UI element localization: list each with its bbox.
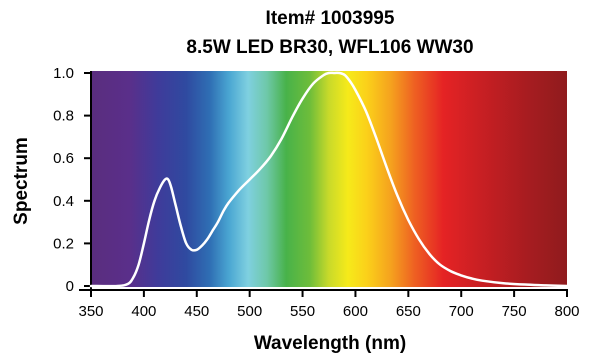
spectrum-data-point [439,263,441,266]
spectrum-data-point [386,168,389,170]
spectrum-data-point [481,279,484,282]
spectrum-data-point [132,276,135,279]
x-tick-label: 350 [78,303,103,320]
y-tick-label: 0.2 [53,235,74,252]
x-tick-label: 550 [290,303,315,320]
x-axis: 350 400 450 500 550 600 650 700 750 800 [78,289,580,320]
y-axis: 0 0.2 0.4 0.6 0.8 1.0 [53,65,92,295]
x-tick-label: 800 [554,303,579,320]
spectrum-data-point [333,72,336,74]
spectrum-data-point [127,283,129,285]
spectrum-data-point [90,285,92,287]
x-tick-label: 600 [343,303,368,320]
y-tick-label: 0.8 [53,108,74,125]
spectrum-data-point [137,263,140,266]
spectrum-background [91,71,567,287]
chart-title: Item# 1003995 [266,8,395,29]
spectrum-data-point [328,72,330,74]
spectrum-data-point [291,116,293,119]
spectrum-data-point [566,285,568,287]
spectrum-data-point [248,178,251,181]
spectrum-data-point [354,89,357,91]
x-tick-label: 450 [184,303,209,320]
spectrum-data-point [322,74,325,76]
x-tick-label: 650 [396,303,421,320]
spectrum-data-point [196,249,198,251]
spectrum-data-point [428,253,431,255]
spectrum-data-point [280,138,283,140]
spectrum-data-point [180,225,182,228]
spectrum-data-point [116,285,119,287]
spectrum-data-point [167,178,169,181]
spectrum-data-point [301,97,304,100]
spectrum-data-point [523,283,526,286]
spectrum-data-point [407,219,410,221]
spectrum-data-point [471,277,473,280]
spectrum-data-point [148,219,150,221]
spectrum-data-point [170,187,173,189]
spectrum-data-point [201,244,203,247]
y-tick-label: 0 [66,278,74,295]
spectrum-data-point [238,189,240,191]
spectrum-data-point [174,204,177,206]
spectrum-data-point [190,249,193,251]
x-tick-label: 400 [131,303,156,320]
spectrum-data-point [418,238,420,240]
chart-subtitle: 8.5W LED BR30, WFL106 WW30 [186,37,473,58]
spectrum-data-point [222,210,224,213]
spectrum-data-point [365,110,367,113]
spectrum-data-point [211,229,214,232]
x-tick-label: 750 [502,303,527,320]
spectrum-data-point [227,202,230,204]
spectrum-data-point [206,238,209,240]
spectrum-data-point [259,168,262,170]
x-tick-label: 700 [449,303,474,320]
spectrum-data-point [164,178,166,181]
series-layer [89,71,569,288]
spectrum-data-point [349,80,352,83]
spectrum-data-point [217,221,219,223]
spectrum-data-point [397,195,399,198]
spectrum-data-point [338,72,341,74]
spectrum-data-point [344,74,346,76]
spectrum-data-point [545,284,547,287]
y-tick-label: 0.4 [53,193,74,210]
spectrum-data-point [159,187,161,189]
spectrum-data-point [185,242,187,245]
y-axis-label: Spectrum [11,137,32,225]
spectrum-data-point [449,270,452,272]
x-tick-label: 500 [237,303,262,320]
spectrum-data-point [502,282,505,285]
spectrum-data-point [460,274,463,277]
spectrum-data-point [143,242,145,245]
x-axis-label: Wavelength (nm) [254,333,406,354]
y-tick-label: 1.0 [53,65,74,82]
y-tick-label: 0.6 [53,150,74,167]
spectrum-data-point [375,138,378,140]
spectrum-data-point [312,82,314,85]
spectrum-data-point [270,155,272,157]
spectrum-data-point [153,200,156,202]
